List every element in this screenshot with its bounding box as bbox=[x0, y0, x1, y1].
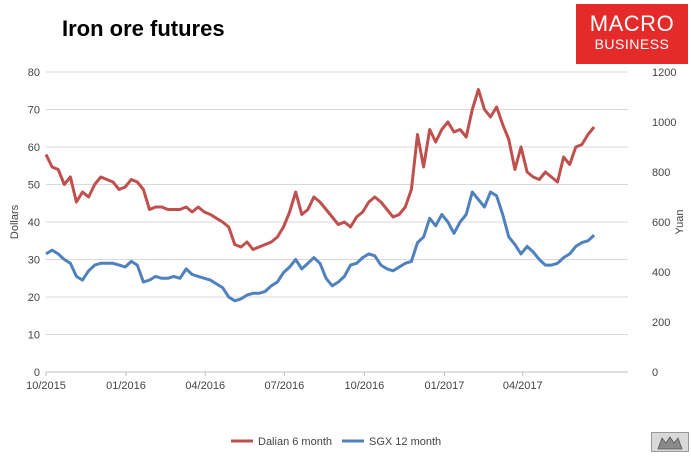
gridlines bbox=[46, 71, 628, 335]
x-tick-label: 10/2015 bbox=[26, 380, 66, 392]
dalian-6-month-line bbox=[44, 88, 596, 251]
logo-line-2: BUSINESS bbox=[594, 36, 670, 52]
macro-business-logo: MACRO BUSINESS bbox=[576, 4, 688, 64]
legend: Dalian 6 month SGX 12 month bbox=[231, 436, 441, 448]
y2-tick-label: 1000 bbox=[652, 117, 676, 129]
y2-tick-label: 400 bbox=[652, 267, 670, 279]
y2-tick-label: 1200 bbox=[652, 67, 676, 79]
legend-label: Dalian 6 month bbox=[258, 436, 332, 448]
x-tick-label: 10/2016 bbox=[345, 380, 385, 392]
x-axis-ticks: 10/2015 01/2016 04/2016 07/2016 10/2016 01/20… bbox=[26, 372, 543, 392]
chart-title: Iron ore futures bbox=[62, 16, 225, 41]
y2-tick-label: 800 bbox=[652, 167, 670, 179]
series-lines bbox=[44, 88, 596, 303]
left-y-axis-ticks: 0 10 20 30 40 50 60 70 80 bbox=[28, 67, 40, 379]
x-tick-label: 07/2016 bbox=[264, 380, 304, 392]
left-y-axis-title: Dollars bbox=[9, 204, 21, 239]
wolf-icon bbox=[651, 432, 689, 452]
right-y-axis-title: Yuan bbox=[674, 209, 686, 234]
x-tick-label: 04/2017 bbox=[503, 380, 543, 392]
y-tick-label: 50 bbox=[28, 180, 40, 192]
y2-tick-label: 600 bbox=[652, 217, 670, 229]
y2-tick-label: 200 bbox=[652, 317, 670, 329]
x-tick-label: 01/2017 bbox=[425, 380, 465, 392]
y-tick-label: 40 bbox=[28, 217, 40, 229]
y-tick-label: 0 bbox=[34, 367, 40, 379]
y-tick-label: 10 bbox=[28, 330, 40, 342]
x-tick-label: 04/2016 bbox=[185, 380, 225, 392]
y-tick-label: 60 bbox=[28, 142, 40, 154]
y2-tick-label: 0 bbox=[652, 367, 658, 379]
right-y-axis-ticks: 0 200 400 600 800 1000 1200 bbox=[652, 67, 676, 379]
y-tick-label: 30 bbox=[28, 255, 40, 267]
y-tick-label: 20 bbox=[28, 292, 40, 304]
sgx-12-month-line bbox=[45, 190, 596, 303]
x-tick-label: 01/2016 bbox=[106, 380, 146, 392]
y-tick-label: 70 bbox=[28, 105, 40, 117]
legend-label: SGX 12 month bbox=[369, 436, 441, 448]
y-tick-label: 80 bbox=[28, 67, 40, 79]
logo-line-1: MACRO bbox=[589, 11, 675, 36]
